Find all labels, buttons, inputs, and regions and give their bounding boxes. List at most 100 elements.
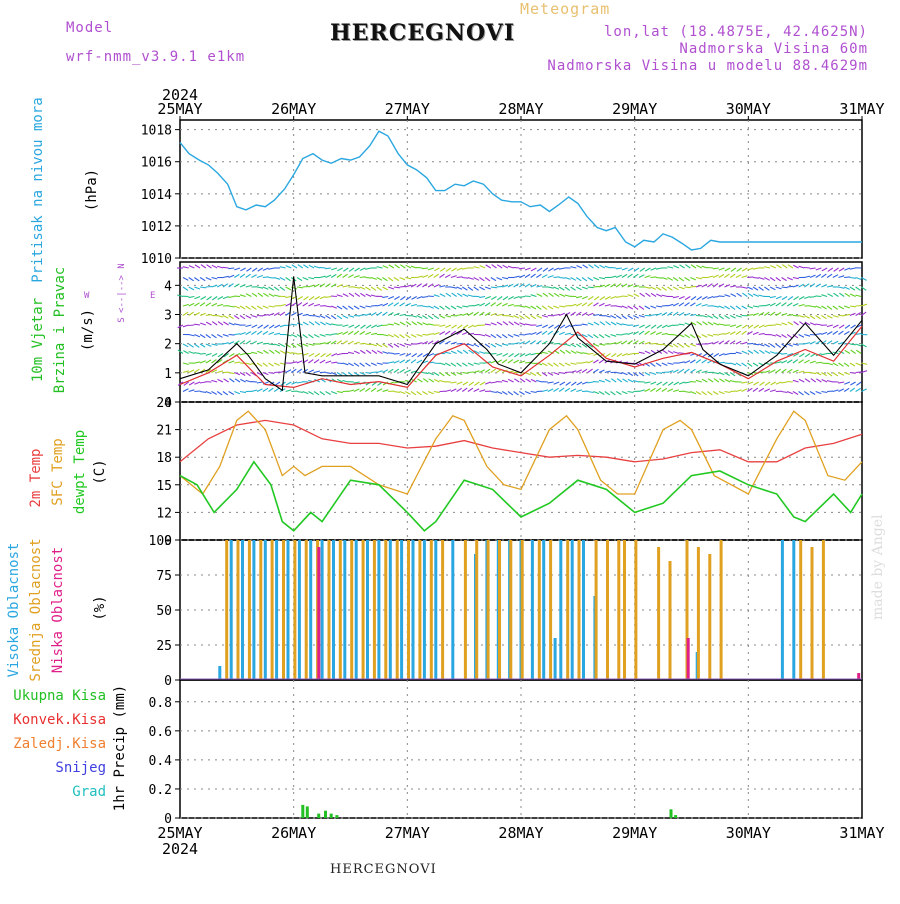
cloud-bar-mid <box>282 540 285 679</box>
wind-arrow <box>303 335 308 338</box>
wind-arrow <box>469 382 474 385</box>
wind-ylabel-1: 10m Vjetar <box>30 298 46 382</box>
wind-arrow <box>388 313 393 316</box>
wind-arrow <box>388 335 394 338</box>
wind-arrow <box>479 335 485 336</box>
wind-arrow <box>582 353 588 354</box>
wind-arrow <box>257 351 263 353</box>
wind-arrow <box>594 322 599 325</box>
wind-arrow <box>639 306 644 309</box>
wind-arrow <box>457 382 463 384</box>
wind-arrow <box>645 351 651 353</box>
wind-arrow <box>799 354 804 357</box>
wind-arrow <box>434 392 440 393</box>
wind-arrow <box>764 304 770 306</box>
wind-arrow <box>554 268 560 270</box>
wind-arrow <box>457 388 462 391</box>
wind-arrow <box>531 268 536 271</box>
wind-arrow <box>519 316 524 319</box>
wind-arrow <box>348 275 353 278</box>
wind-arrow <box>844 287 850 289</box>
cloud-bar-mid <box>697 547 700 679</box>
wind-arrow <box>417 379 422 382</box>
wind-arrow <box>673 266 679 269</box>
x-tick-label-bottom: 29MAY <box>612 824 657 842</box>
wind-arrow <box>445 306 450 309</box>
wind-arrow <box>719 379 724 382</box>
wind-arrow <box>805 354 810 357</box>
wind-arrow <box>685 303 690 306</box>
wind-arrow <box>719 268 725 270</box>
wind-arrow <box>685 335 690 338</box>
wind-arrow <box>508 284 513 287</box>
wind-arrow <box>662 325 667 328</box>
wind-arrow <box>440 316 445 319</box>
wind-arrow <box>673 297 679 298</box>
wind-arrow <box>679 324 685 325</box>
wind-arrow <box>417 316 422 319</box>
wind-arrow <box>371 278 377 280</box>
wind-arrow <box>633 274 638 277</box>
wind-arrow <box>565 278 571 280</box>
wind-arrow <box>599 335 604 338</box>
wind-arrow <box>838 382 844 383</box>
wind-arrow <box>628 268 633 271</box>
wind-arrow <box>827 306 832 309</box>
wind-arrow <box>360 287 366 289</box>
wind-arrow <box>451 389 456 392</box>
wind-arrow <box>707 335 713 337</box>
wind-arrow <box>593 360 598 363</box>
wind-arrow <box>348 316 354 318</box>
wind-arrow <box>502 392 507 395</box>
wind-arrow <box>827 363 833 365</box>
wind-arrow <box>479 278 484 281</box>
wind-arrow <box>747 277 753 278</box>
wind-arrow <box>548 268 553 271</box>
wind-arrow <box>428 274 433 277</box>
wind-arrow <box>360 315 366 316</box>
wind-arrow <box>759 295 765 296</box>
wind-arrow <box>827 316 832 319</box>
wind-arrow <box>668 351 673 354</box>
wind-arrow <box>839 293 844 296</box>
wind-arrow <box>576 303 581 306</box>
wind-arrow <box>844 332 849 335</box>
wind-arrow <box>400 278 406 280</box>
wind-arrow <box>673 370 678 373</box>
model-label: Model <box>66 20 113 36</box>
wind-arrow <box>269 388 274 391</box>
y-tick-label: 25 <box>156 639 172 654</box>
wind-arrow <box>571 267 577 268</box>
wind-arrow <box>479 370 484 373</box>
wind-arrow <box>810 268 816 269</box>
wind-arrow <box>434 373 439 376</box>
wind-arrow <box>201 265 206 268</box>
wind-arrow <box>235 379 240 382</box>
wind-arrow <box>246 274 251 277</box>
wind-arrow <box>731 294 736 297</box>
wind-arrow <box>462 363 467 366</box>
wind-arrow <box>730 325 736 327</box>
wind-arrow <box>650 343 656 344</box>
wind-arrow <box>525 341 530 344</box>
wind-arrow <box>690 303 695 306</box>
wind-arrow <box>628 392 634 393</box>
wind-arrow <box>183 278 188 281</box>
wind-arrow <box>776 382 782 384</box>
wind-arrow <box>833 373 838 376</box>
wind-arrow <box>560 350 565 353</box>
wind-arrow <box>400 297 405 300</box>
wind-arrow <box>566 382 571 385</box>
wind-arrow <box>833 275 838 278</box>
wind-arrow <box>514 392 519 395</box>
wind-arrow <box>736 306 741 309</box>
wind-arrow <box>531 274 536 277</box>
wind-arrow <box>650 363 655 366</box>
wind-arrow <box>662 388 667 391</box>
wind-arrow <box>519 392 524 395</box>
wind-arrow <box>474 363 480 364</box>
wind-arrow <box>587 354 593 355</box>
wind-arrow <box>218 322 223 325</box>
wind-arrow <box>577 382 582 385</box>
